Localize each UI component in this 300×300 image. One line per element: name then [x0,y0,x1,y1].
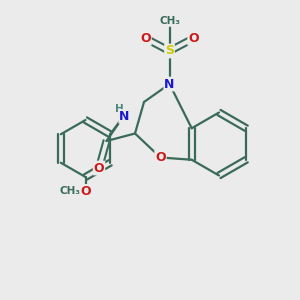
Text: O: O [155,151,166,164]
Text: O: O [188,32,199,45]
Text: O: O [94,161,104,175]
Text: CH₃: CH₃ [159,16,180,26]
Text: N: N [164,77,175,91]
Text: S: S [165,44,174,58]
Text: O: O [140,32,151,45]
Text: H: H [115,104,124,115]
Text: O: O [80,185,91,198]
Text: CH₃: CH₃ [59,186,80,197]
Text: N: N [119,110,130,123]
